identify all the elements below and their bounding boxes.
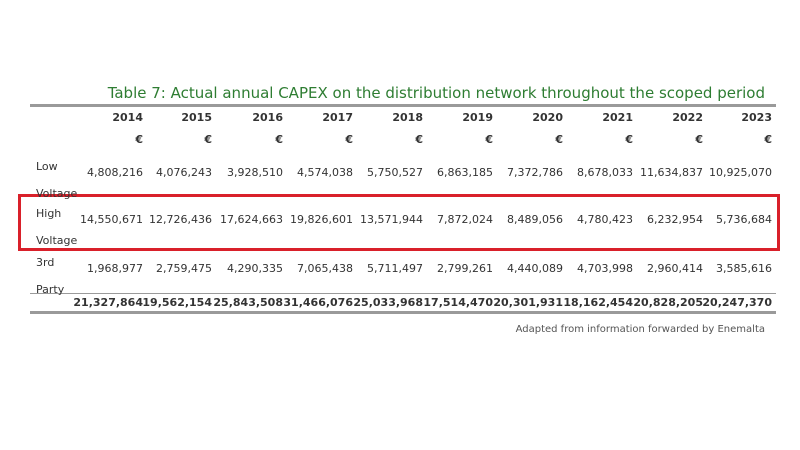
cell-value: 6,863,185 xyxy=(437,166,493,179)
cell-value: 4,076,243 xyxy=(156,166,212,179)
cell-value: 5,750,527 xyxy=(367,166,423,179)
cell-value: 4,808,216 xyxy=(87,166,143,179)
cell-value: 1,968,977 xyxy=(87,262,143,275)
currency-header: € xyxy=(204,133,212,146)
bottom-rule xyxy=(30,311,776,314)
cell-value: 7,065,438 xyxy=(297,262,353,275)
cell-value: 3,585,616 xyxy=(716,262,772,275)
cell-value: 14,550,671 xyxy=(80,213,143,226)
cell-value: 17,624,663 xyxy=(220,213,283,226)
year-header: 2022 xyxy=(672,111,703,124)
total-value: 19,562,154 xyxy=(142,296,212,309)
year-header: 2019 xyxy=(462,111,493,124)
currency-header: € xyxy=(415,133,423,146)
cell-value: 4,574,038 xyxy=(297,166,353,179)
total-value: 25,843,508 xyxy=(213,296,283,309)
cell-value: 3,928,510 xyxy=(227,166,283,179)
currency-header: € xyxy=(695,133,703,146)
cell-value: 4,780,423 xyxy=(577,213,633,226)
currency-header: € xyxy=(485,133,493,146)
total-value: 20,247,370 xyxy=(702,296,772,309)
currency-header: € xyxy=(135,133,143,146)
row-label: High Voltage xyxy=(36,207,78,247)
total-value: 18,162,454 xyxy=(563,296,633,309)
total-value: 20,301,931 xyxy=(493,296,563,309)
cell-value: 2,759,475 xyxy=(156,262,212,275)
cell-value: 7,872,024 xyxy=(437,213,493,226)
currency-header: € xyxy=(345,133,353,146)
row-label: Low Voltage xyxy=(36,160,78,200)
row-label: 3rd Party xyxy=(36,256,65,296)
total-rule xyxy=(30,293,776,294)
top-rule xyxy=(30,104,776,107)
cell-value: 10,925,070 xyxy=(709,166,772,179)
year-header: 2023 xyxy=(741,111,772,124)
cell-value: 13,571,944 xyxy=(360,213,423,226)
currency-header: € xyxy=(625,133,633,146)
cell-value: 4,290,335 xyxy=(227,262,283,275)
highlight-box xyxy=(18,194,780,251)
cell-value: 4,440,089 xyxy=(507,262,563,275)
source-note: Adapted from information forwarded by En… xyxy=(515,324,765,335)
cell-value: 8,489,056 xyxy=(507,213,563,226)
year-header: 2016 xyxy=(252,111,283,124)
currency-header: € xyxy=(275,133,283,146)
year-header: 2018 xyxy=(392,111,423,124)
total-value: 31,466,076 xyxy=(283,296,353,309)
year-header: 2020 xyxy=(532,111,563,124)
cell-value: 11,634,837 xyxy=(640,166,703,179)
currency-header: € xyxy=(764,133,772,146)
year-header: 2017 xyxy=(322,111,353,124)
currency-header: € xyxy=(555,133,563,146)
cell-value: 12,726,436 xyxy=(149,213,212,226)
total-value: 21,327,864 xyxy=(73,296,143,309)
cell-value: 2,799,261 xyxy=(437,262,493,275)
cell-value: 2,960,414 xyxy=(647,262,703,275)
cell-value: 5,711,497 xyxy=(367,262,423,275)
table-title: Table 7: Actual annual CAPEX on the dist… xyxy=(107,84,765,102)
total-value: 25,033,968 xyxy=(353,296,423,309)
cell-value: 7,372,786 xyxy=(507,166,563,179)
cell-value: 5,736,684 xyxy=(716,213,772,226)
year-header: 2015 xyxy=(181,111,212,124)
cell-value: 6,232,954 xyxy=(647,213,703,226)
year-header: 2021 xyxy=(602,111,633,124)
year-header: 2014 xyxy=(112,111,143,124)
cell-value: 4,703,998 xyxy=(577,262,633,275)
cell-value: 8,678,033 xyxy=(577,166,633,179)
total-value: 17,514,470 xyxy=(423,296,493,309)
total-value: 20,828,205 xyxy=(633,296,703,309)
cell-value: 19,826,601 xyxy=(290,213,353,226)
